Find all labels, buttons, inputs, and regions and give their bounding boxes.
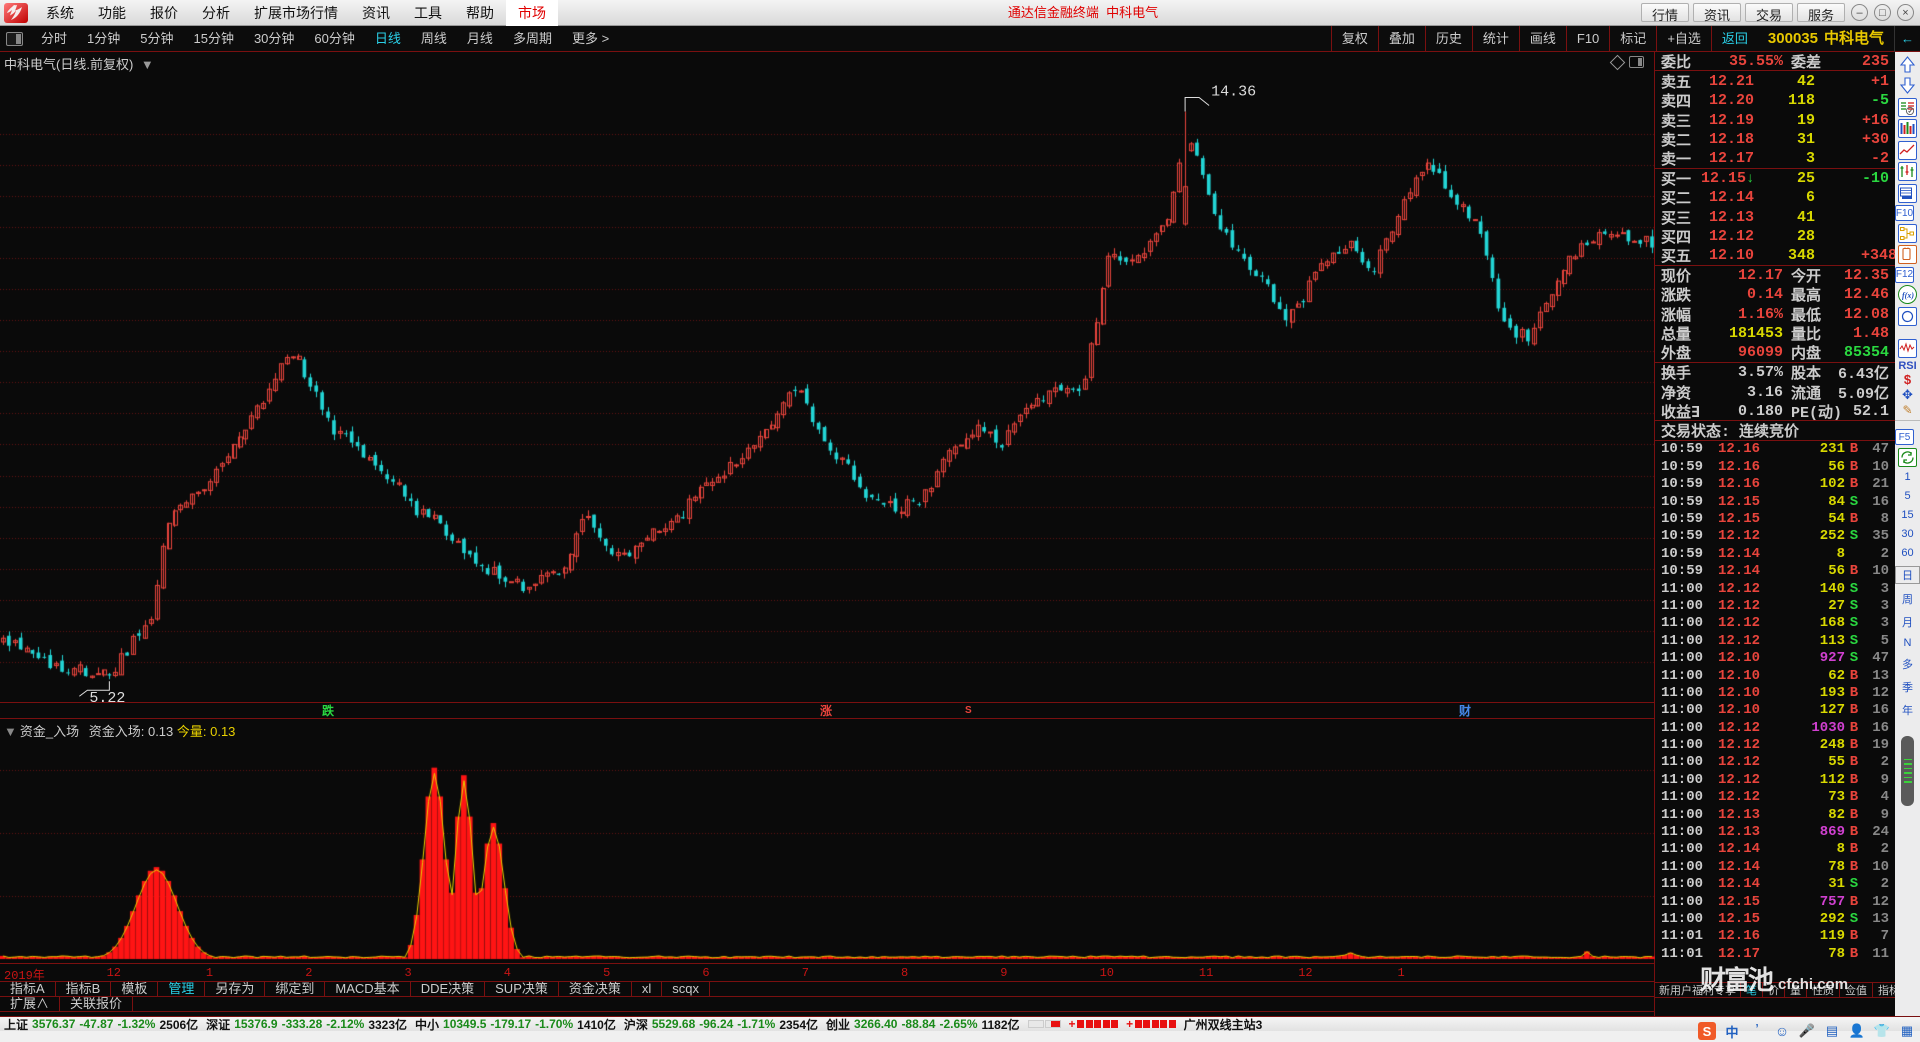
svg-text:f(x): f(x) bbox=[1902, 291, 1914, 300]
